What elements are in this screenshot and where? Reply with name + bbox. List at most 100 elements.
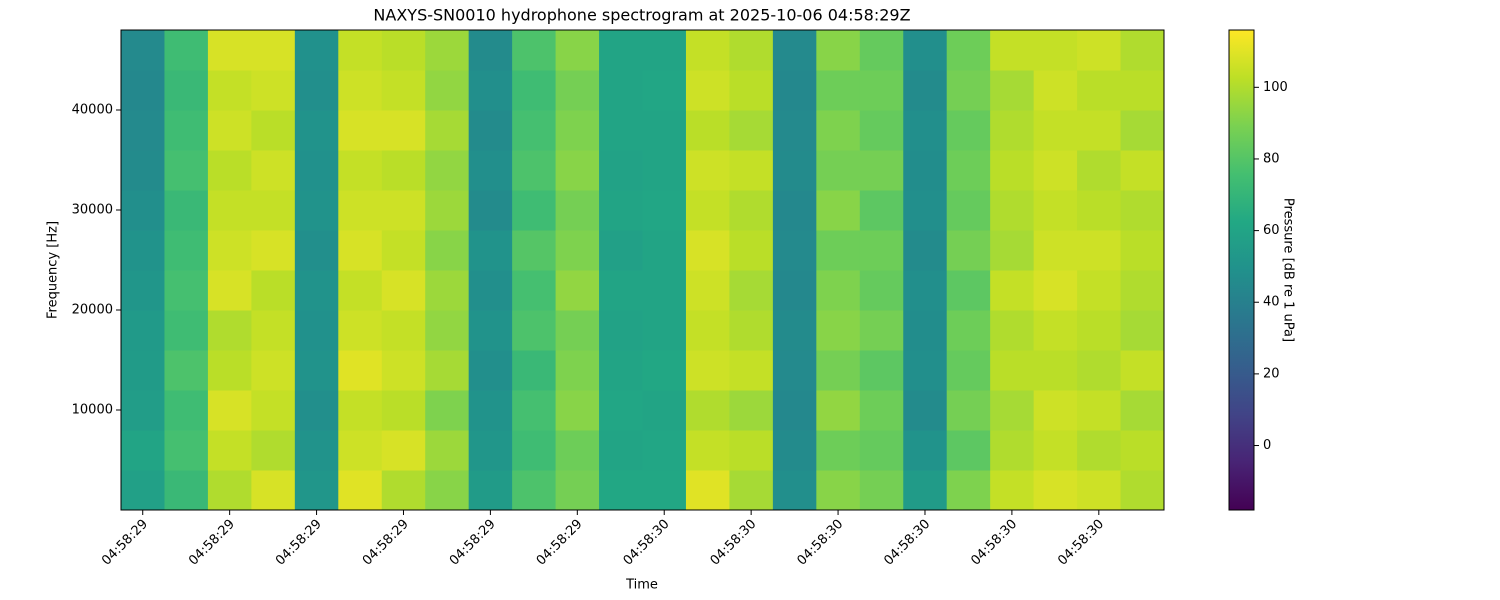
heatmap-cell [425,190,470,231]
heatmap-cell [338,110,383,151]
heatmap-cell [555,30,600,71]
heatmap-cell [121,470,165,511]
colorbar-tick-label: 60 [1263,223,1280,238]
heatmap-cell [903,310,948,351]
heatmap-cell [816,430,861,471]
heatmap-cell [207,30,252,71]
heatmap-cell [425,470,470,511]
y-tick-label: 10000 [72,403,113,418]
heatmap-cell [251,110,296,151]
heatmap-cell [164,390,209,431]
heatmap-cell [1120,350,1165,391]
heatmap-cell [685,110,730,151]
heatmap-cell [294,350,339,391]
heatmap-cell [990,70,1035,111]
y-tick-label: 20000 [72,303,113,318]
heatmap-cell [425,230,470,271]
heatmap-cell [729,110,774,151]
heatmap-cell [1120,150,1165,191]
heatmap-cell [599,30,643,71]
heatmap-cell [1033,430,1078,471]
heatmap-cell [294,470,339,511]
heatmap-cell [207,270,252,311]
heatmap-cell [642,270,687,311]
colorbar-tick-label: 40 [1263,295,1280,310]
heatmap-cell [381,110,426,151]
heatmap-cell [164,190,209,231]
heatmap-cell [121,350,165,391]
heatmap-cell [425,350,470,391]
heatmap-cell [816,70,861,111]
heatmap-cell [1033,150,1078,191]
heatmap-cell [425,310,470,351]
heatmap-cell [990,190,1035,231]
heatmap-cell [685,430,730,471]
heatmap-cell [1077,470,1122,511]
x-axis-label: Time [625,578,658,593]
heatmap-cell [903,270,948,311]
heatmap-cell [381,30,426,71]
heatmap-cell [555,390,600,431]
heatmap-cell [859,70,904,111]
heatmap-cell [251,190,296,231]
heatmap-cell [468,430,513,471]
y-tick-label: 40000 [72,103,113,118]
x-tick-label: 04:58:30 [708,517,760,569]
heatmap-cell [599,190,643,231]
heatmap-cell [599,70,643,111]
heatmap-cell [1120,70,1165,111]
heatmap-cell [207,430,252,471]
heatmap-cell [642,470,687,511]
heatmap-cell [685,310,730,351]
heatmap-cell [859,230,904,271]
heatmap-cell [207,150,252,191]
heatmap-cell [990,30,1035,71]
heatmap-cell [121,110,165,151]
heatmap-cell [381,470,426,511]
heatmap-cell [599,110,643,151]
heatmap-cell [816,30,861,71]
heatmap-cell [555,270,600,311]
heatmap-cell [425,430,470,471]
heatmap-cell [642,230,687,271]
heatmap-cell [946,390,991,431]
heatmap-cell [294,70,339,111]
heatmap-cell [729,30,774,71]
heatmap-cell [642,30,687,71]
heatmap-cell [381,390,426,431]
heatmap-cell [772,270,817,311]
x-tick-label: 04:58:29 [273,517,325,569]
heatmap-cell [207,110,252,151]
heatmap-cell [164,110,209,151]
heatmap-cell [207,190,252,231]
heatmap-cell [1120,310,1165,351]
heatmap-cell [1033,270,1078,311]
heatmap-cell [251,470,296,511]
heatmap-cell [425,390,470,431]
heatmap-cell [946,430,991,471]
heatmap-cell [642,190,687,231]
heatmap-cell [512,470,557,511]
colorbar-tick-label: 20 [1263,366,1280,381]
heatmap-cell [1120,430,1165,471]
heatmap-cell [772,310,817,351]
x-tick-label: 04:58:29 [447,517,499,569]
heatmap-cell [512,390,557,431]
heatmap-cell [685,150,730,191]
heatmap-cell [1077,30,1122,71]
heatmap-cell [555,350,600,391]
heatmap-cell [599,230,643,271]
heatmap-cell [816,350,861,391]
heatmap-cell [121,390,165,431]
heatmap-cell [1033,230,1078,271]
heatmap-cell [468,30,513,71]
heatmap-cell [381,150,426,191]
heatmap-cell [903,110,948,151]
heatmap-cell [1120,270,1165,311]
x-tick-label: 04:58:29 [99,517,151,569]
heatmap-cell [685,190,730,231]
heatmap-cell [903,190,948,231]
heatmap-cell [599,430,643,471]
heatmap-cell [121,70,165,111]
heatmap-cell [555,230,600,271]
